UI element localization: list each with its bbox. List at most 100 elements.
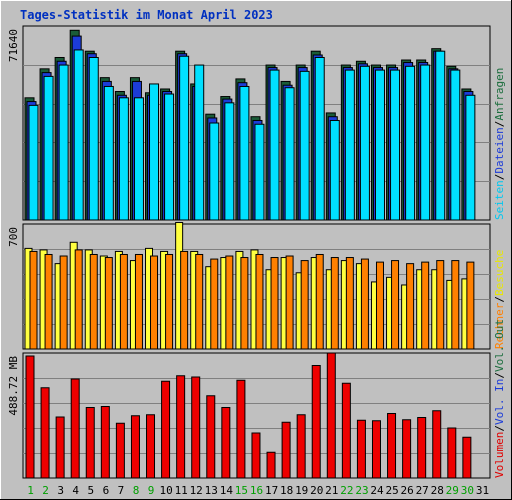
rechner-bar — [44, 253, 53, 350]
legend-separator: / — [493, 174, 506, 181]
seiten-bar — [254, 123, 265, 221]
seiten-bar — [359, 65, 370, 221]
rechner-bar — [436, 260, 445, 350]
day-label: 21 — [325, 484, 338, 497]
rechner-bar — [330, 257, 339, 350]
volumen-bar — [387, 413, 397, 479]
bottom-max-label: 488.72 MB — [7, 356, 20, 416]
rechner-bar — [74, 249, 83, 350]
rechner-bar — [89, 253, 98, 350]
legend-separator: / — [493, 121, 506, 128]
day-label: 17 — [265, 484, 278, 497]
day-label: 6 — [103, 484, 110, 497]
seiten-bar — [239, 85, 250, 221]
volumen-bar — [40, 387, 50, 479]
seiten-bar — [465, 94, 476, 221]
volumen-bar — [251, 432, 261, 479]
day-label: 26 — [400, 484, 413, 497]
day-label: 7 — [118, 484, 125, 497]
day-label: 16 — [250, 484, 263, 497]
rechner-bar — [180, 250, 189, 350]
volumen-bar — [161, 380, 171, 479]
rechner-bar — [300, 260, 309, 350]
rechner-bar — [104, 257, 113, 350]
volumen-bar — [311, 365, 321, 479]
volumen-bar — [176, 375, 186, 479]
rechner-bar — [285, 255, 294, 350]
volumen-bar — [100, 406, 110, 479]
seiten-bar — [329, 119, 340, 221]
volumen-bar — [266, 451, 276, 479]
legend-separator: / — [493, 425, 506, 432]
seiten-bar — [73, 49, 84, 221]
rechner-bar — [240, 257, 249, 350]
legend-entry: Dateien — [493, 127, 506, 173]
rechner-bar — [406, 263, 415, 350]
rechner-bar — [421, 261, 430, 350]
day-label: 24 — [370, 484, 384, 497]
seiten-bar — [118, 97, 129, 221]
seiten-bar — [314, 56, 325, 221]
seiten-bar — [299, 70, 310, 221]
volumen-bar — [432, 410, 442, 479]
volumen-bar — [341, 382, 351, 479]
day-label: 14 — [220, 484, 234, 497]
volumen-bar — [417, 417, 427, 479]
chart-title: Tages-Statistik im Monat April 2023 — [20, 8, 273, 22]
legend-top: Seiten/Dateien/Anfragen — [493, 68, 506, 220]
rechner-bar — [270, 257, 279, 350]
day-label: 28 — [431, 484, 444, 497]
day-label: 13 — [205, 484, 218, 497]
legend-entry: Seiten — [493, 180, 506, 220]
seiten-bar — [435, 50, 446, 221]
day-label: 23 — [355, 484, 368, 497]
day-label: 20 — [310, 484, 323, 497]
seiten-bar — [88, 56, 99, 221]
volumen-bar — [236, 379, 246, 479]
rechner-bar — [345, 257, 354, 350]
day-label: 4 — [72, 484, 79, 497]
seiten-bar — [164, 93, 175, 221]
day-label: 8 — [133, 484, 140, 497]
seiten-bar — [149, 83, 160, 221]
day-label: 2 — [42, 484, 49, 497]
volumen-bar — [85, 407, 95, 479]
volumen-bar — [281, 421, 291, 479]
day-label: 30 — [461, 484, 474, 497]
legend-entry: Volumen — [493, 432, 506, 478]
chart-panels: 71640 700 488.72 MB — [7, 25, 491, 479]
seiten-bar — [374, 69, 385, 221]
rechner-bar — [360, 258, 369, 350]
legend-separator: / — [493, 296, 506, 303]
volumen-bar — [462, 436, 472, 479]
top-max-label: 71640 — [7, 29, 20, 62]
volumen-bar — [191, 376, 201, 479]
volumen-bar — [55, 416, 65, 479]
seiten-bar — [344, 69, 355, 221]
legend-entry: Anfragen — [493, 68, 506, 121]
seiten-bar — [224, 102, 235, 221]
day-label: 29 — [446, 484, 459, 497]
rechner-bar — [315, 253, 324, 350]
day-label: 12 — [190, 484, 203, 497]
middle-max-label: 700 — [7, 227, 20, 247]
rechner-bar — [210, 258, 219, 350]
rechner-bar — [150, 255, 159, 350]
panel-volume: 488.72 MB — [7, 352, 491, 479]
rechner-bar — [29, 250, 38, 350]
seiten-bar — [450, 69, 461, 221]
volumen-bar — [402, 419, 412, 479]
legend-entry: Vol. Out — [493, 319, 506, 372]
day-label: 9 — [148, 484, 155, 497]
volumen-bar — [115, 422, 125, 479]
day-label: 11 — [175, 484, 188, 497]
rechner-bar — [195, 253, 204, 350]
rechner-bar — [391, 260, 400, 350]
volumen-bar — [371, 420, 381, 479]
rechner-bar — [375, 261, 384, 350]
seiten-bar — [179, 55, 190, 221]
volumen-bar — [447, 427, 457, 479]
volumen-bar — [326, 352, 336, 479]
seiten-bar — [194, 64, 205, 221]
seiten-bar — [209, 122, 220, 221]
